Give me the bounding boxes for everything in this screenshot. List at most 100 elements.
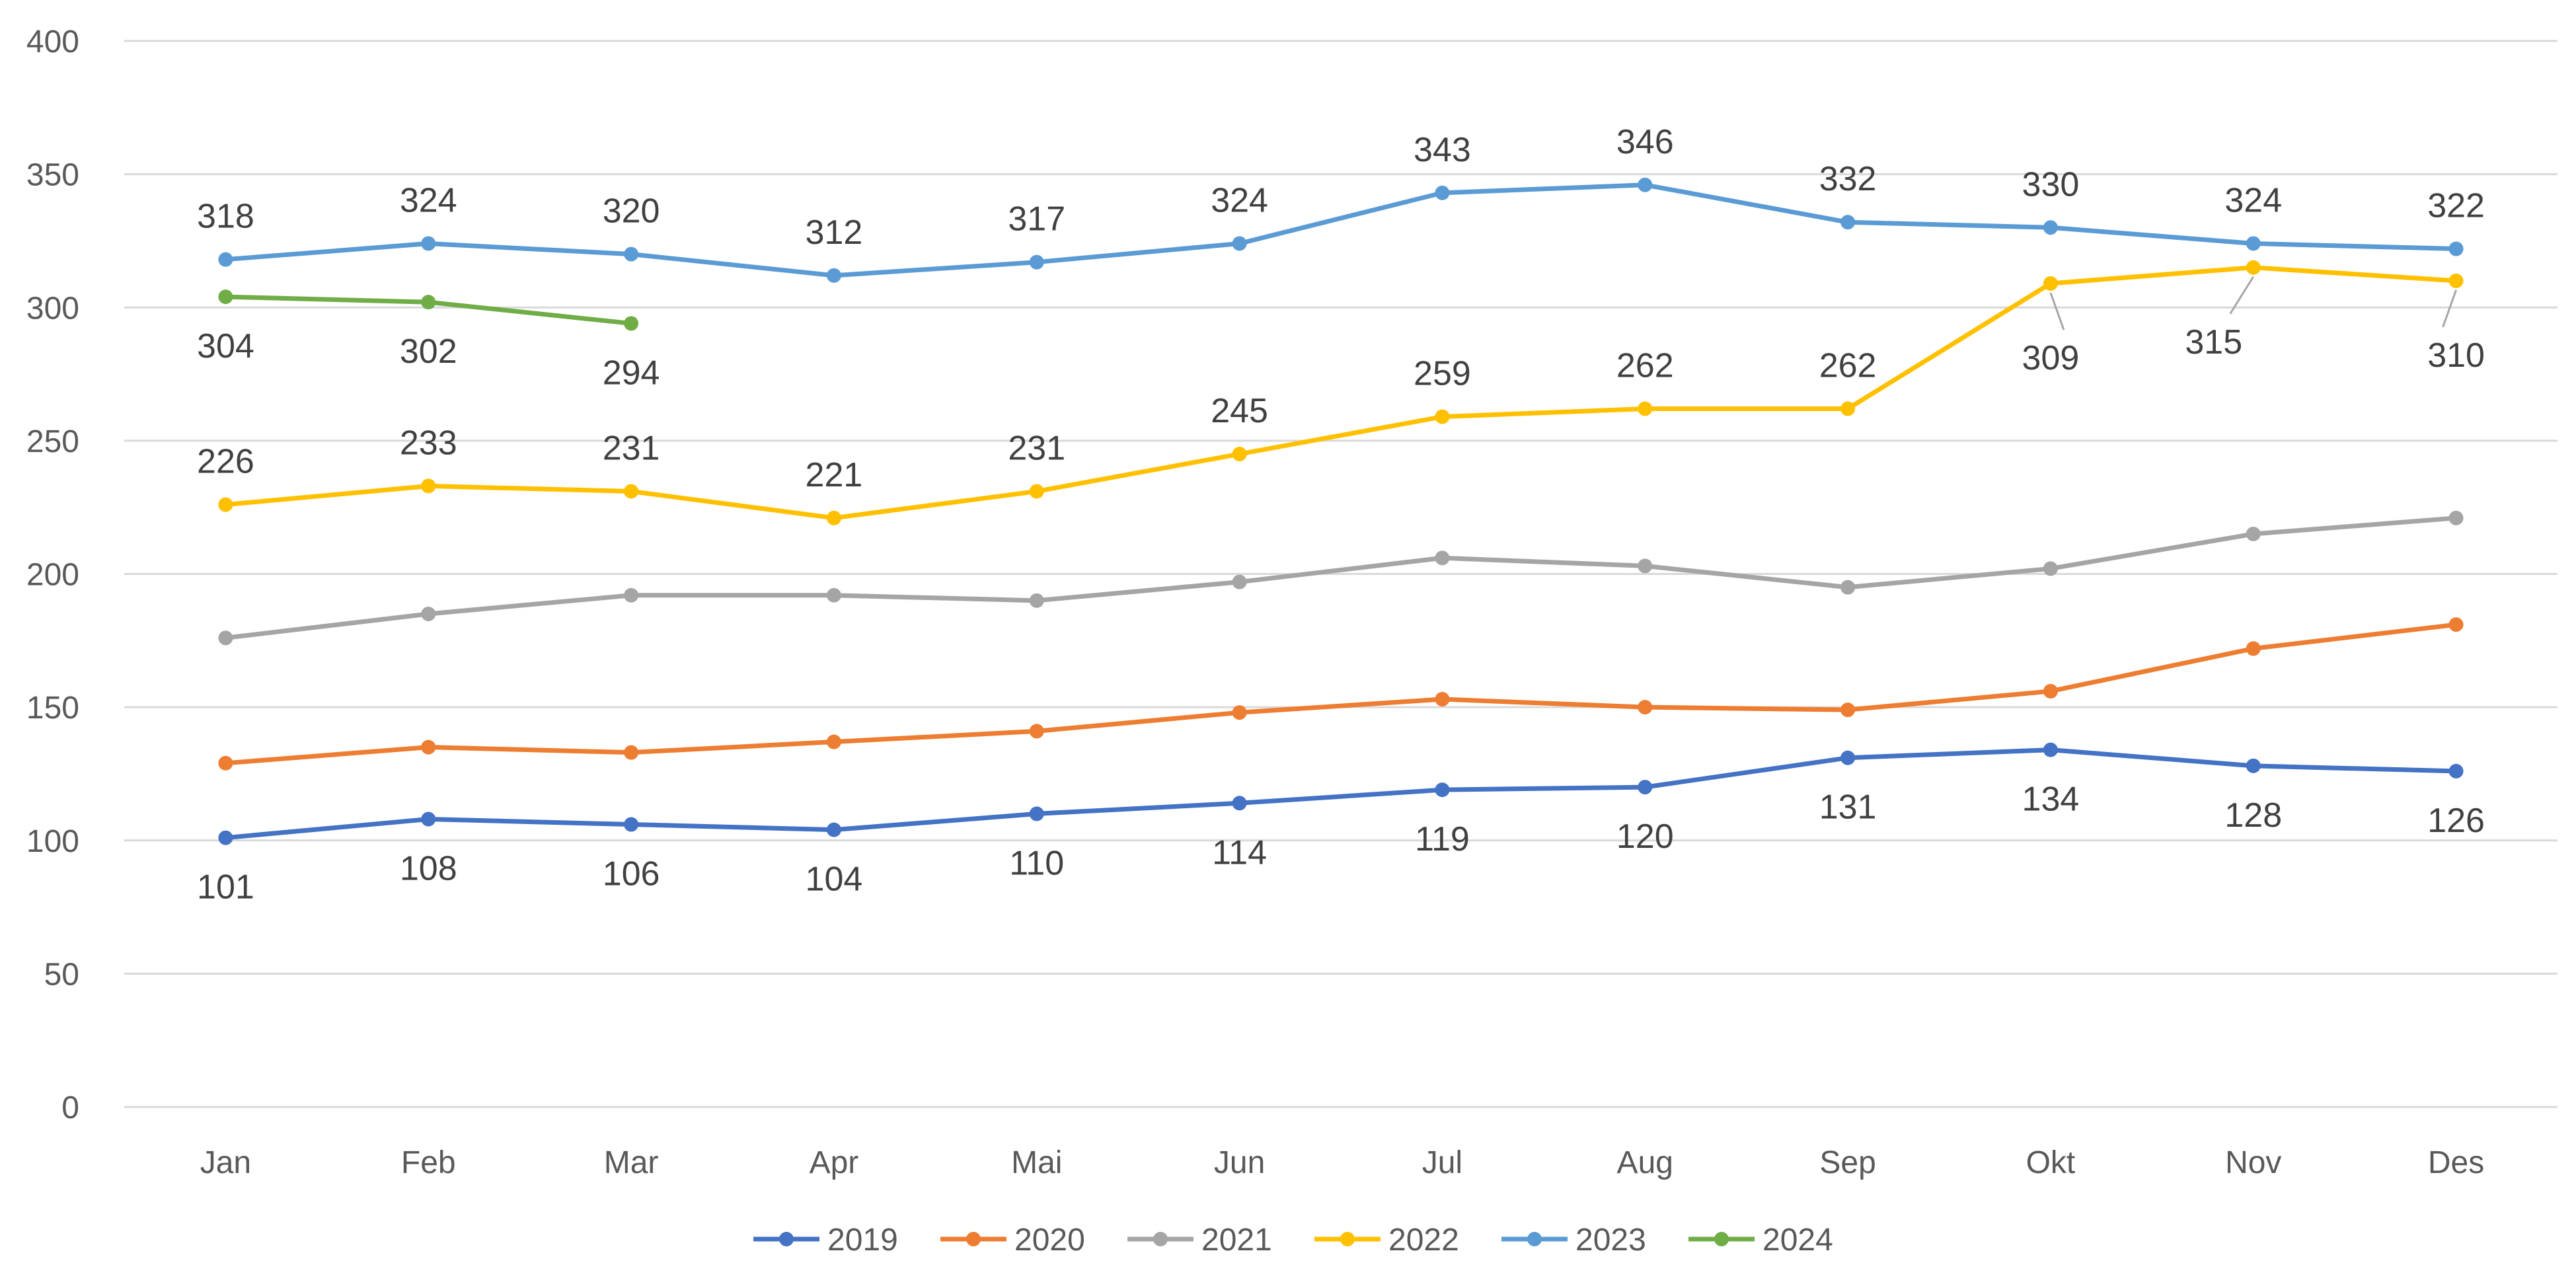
y-tick-label: 250: [26, 424, 79, 459]
data-point-2020: [2448, 617, 2464, 632]
data-label-2023: 346: [1616, 123, 1674, 161]
legend-item-2019: 2019: [753, 1223, 898, 1258]
legend-label: 2019: [827, 1223, 898, 1258]
data-label-2019: 104: [806, 860, 863, 899]
data-point-2023: [826, 268, 841, 283]
data-label-2019: 110: [1009, 844, 1064, 882]
data-label-2024: 304: [197, 327, 254, 365]
legend-item-2024: 2024: [1688, 1223, 1833, 1258]
x-tick-label: Nov: [2225, 1145, 2281, 1180]
y-tick-label: 150: [26, 691, 79, 726]
data-point-2021: [1435, 550, 1450, 566]
data-label-2023: 318: [197, 198, 254, 236]
data-point-2021: [421, 606, 436, 621]
data-label-2022: 231: [1008, 429, 1065, 467]
legend-item-2022: 2022: [1314, 1223, 1459, 1258]
data-point-2022: [2043, 276, 2058, 291]
data-label-2019: 101: [197, 868, 254, 907]
leader-line: [2049, 292, 2065, 330]
data-point-2019: [1638, 780, 1653, 795]
data-point-2020: [1840, 702, 1856, 718]
x-tick-label: Des: [2428, 1145, 2484, 1180]
data-point-2023: [1840, 215, 1856, 230]
data-label-2023: 343: [1414, 131, 1471, 169]
data-point-2022: [624, 484, 639, 499]
data-point-2021: [1840, 580, 1856, 595]
data-label-2023: 324: [2224, 181, 2282, 219]
data-point-2020: [1232, 705, 1247, 720]
data-point-2021: [2448, 510, 2464, 525]
data-label-2022: 226: [197, 443, 254, 481]
data-point-2021: [624, 587, 639, 603]
y-tick-label: 300: [26, 291, 79, 326]
data-point-2020: [1638, 700, 1653, 715]
data-point-2019: [826, 822, 841, 837]
data-point-2022: [1840, 401, 1856, 416]
data-point-2022: [421, 478, 436, 494]
data-label-2023: 320: [603, 192, 660, 231]
data-point-2019: [2043, 742, 2058, 757]
data-point-2023: [1232, 236, 1247, 251]
legend: 2019 2020 2021 2022 2023 2024: [753, 1223, 1833, 1258]
x-tick-label: Jun: [1214, 1145, 1265, 1180]
data-point-2022: [1435, 409, 1450, 424]
data-point-2019: [1840, 750, 1856, 765]
data-point-2021: [1029, 593, 1044, 608]
x-tick-label: Jan: [200, 1145, 251, 1180]
data-point-2019: [421, 812, 436, 827]
x-tick-label: Apr: [810, 1145, 859, 1180]
y-tick-label: 400: [26, 24, 79, 59]
data-point-2019: [218, 830, 233, 845]
data-point-2019: [2448, 763, 2464, 778]
series-group: [218, 177, 2464, 845]
data-point-2021: [218, 630, 233, 646]
data-label-2022: 233: [400, 424, 457, 462]
data-label-2022: 309: [2022, 339, 2080, 377]
legend-marker: [1527, 1232, 1542, 1246]
data-label-2022: 310: [2427, 336, 2485, 375]
data-point-2023: [421, 236, 436, 251]
data-label-2022: 262: [1819, 346, 1877, 385]
data-point-2022: [2448, 273, 2464, 288]
data-label-2022: 245: [1211, 392, 1268, 430]
x-tick-label: Okt: [2026, 1145, 2076, 1180]
series-line-2022: [225, 265, 2456, 521]
data-point-2024: [624, 316, 639, 331]
data-point-2020: [1029, 724, 1044, 739]
data-point-2019: [1232, 796, 1247, 811]
data-label-2024: 302: [400, 332, 457, 371]
data-label-2019: 106: [603, 855, 660, 893]
y-tick-label: 350: [26, 158, 79, 193]
data-label-2019: 134: [2022, 780, 2080, 819]
data-point-2022: [2246, 260, 2261, 275]
data-point-2024: [218, 289, 233, 305]
data-point-2023: [1435, 185, 1450, 200]
data-label-2019: 120: [1616, 817, 1674, 856]
data-point-2021: [2043, 561, 2058, 576]
data-point-2022: [1029, 484, 1044, 499]
legend-label: 2024: [1762, 1223, 1833, 1258]
legend-label: 2023: [1575, 1223, 1646, 1258]
y-tick-label: 0: [61, 1090, 79, 1125]
data-point-2023: [2246, 236, 2261, 251]
legend-item-2021: 2021: [1127, 1223, 1272, 1258]
series-line-2019: [225, 747, 2456, 841]
data-point-2021: [1638, 558, 1653, 574]
data-label-2022: 221: [806, 456, 863, 494]
data-label-2024: 294: [603, 354, 660, 392]
series-line-2020: [225, 622, 2456, 766]
data-point-2021: [826, 587, 841, 603]
data-label-2022: 315: [2185, 323, 2242, 361]
series-line-2021: [225, 515, 2456, 640]
legend-label: 2022: [1388, 1223, 1459, 1258]
data-point-2021: [2246, 527, 2261, 542]
data-point-2023: [1029, 254, 1044, 270]
legend-marker: [1153, 1232, 1168, 1246]
data-point-2020: [218, 755, 233, 771]
gridlines: [124, 40, 2557, 1108]
data-label-2023: 324: [1211, 181, 1268, 219]
data-point-2022: [1232, 447, 1247, 462]
data-label-2023: 322: [2427, 187, 2485, 225]
x-tick-label: Jul: [1422, 1145, 1462, 1180]
data-point-2024: [421, 295, 436, 310]
